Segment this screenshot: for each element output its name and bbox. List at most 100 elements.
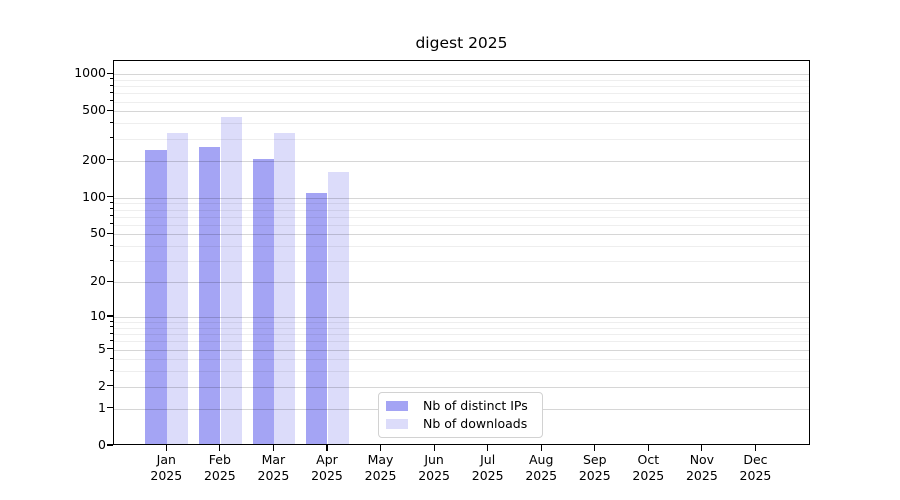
y-tick-label-1000: 1000 <box>74 65 106 81</box>
y-tick-label-0: 0 <box>98 437 106 452</box>
gridline-minor-800 <box>114 86 809 88</box>
x-tick-label-dec: Dec 2025 <box>725 452 785 483</box>
x-tick-label-jan: Jan 2025 <box>136 452 196 483</box>
y-minortick-mark-900 <box>109 78 113 80</box>
x-tick-label-aug: Aug 2025 <box>511 452 571 483</box>
y-tick-mark-2 <box>106 385 113 387</box>
legend-label-nb-of-downloads: Nb of downloads <box>423 416 528 431</box>
x-tick-mark-feb <box>219 445 221 451</box>
gridline-major-2 <box>114 386 809 388</box>
x-tick-mark-apr <box>326 445 328 451</box>
legend: Nb of distinct IPs Nb of downloads <box>378 392 543 438</box>
x-tick-mark-sep <box>594 445 596 451</box>
gridline-minor-6 <box>114 341 809 343</box>
y-tick-label-20: 20 <box>90 273 106 289</box>
y-minortick-mark-30 <box>109 259 113 261</box>
x-tick-month-sep: Sep <box>582 452 607 467</box>
gridline-major-100 <box>114 197 809 199</box>
gridline-minor-8 <box>114 327 809 329</box>
bar-nb-of-downloads-mar <box>274 132 296 444</box>
x-tick-mark-jan <box>165 445 167 451</box>
x-tick-mark-jul <box>487 445 489 451</box>
y-tick-mark-5 <box>106 347 113 350</box>
x-tick-label-jun: Jun 2025 <box>404 452 464 483</box>
legend-entry-nb-of-distinct-ips: Nb of distinct IPs <box>386 399 542 413</box>
y-minortick-mark-800 <box>109 84 113 86</box>
x-tick-year-mar: 2025 <box>257 467 290 483</box>
gridline-major-500 <box>114 111 809 113</box>
y-tick-mark-50 <box>106 232 113 235</box>
y-minortick-mark-40 <box>109 244 113 246</box>
x-tick-mark-dec <box>754 445 757 451</box>
y-tick-label-500: 500 <box>82 102 106 118</box>
bar-nb-of-distinct-ips-feb <box>198 146 221 444</box>
x-tick-month-may: May <box>367 452 394 467</box>
y-tick-label-200: 200 <box>82 151 106 167</box>
y-minortick-mark-9 <box>109 320 113 322</box>
gridline-major-50 <box>114 234 809 236</box>
x-tick-month-jul: Jul <box>480 452 496 467</box>
y-tick-mark-0 <box>106 444 113 446</box>
y-tick-mark-10 <box>106 315 113 317</box>
x-tick-label-jul: Jul 2025 <box>458 452 518 483</box>
gridline-major-20 <box>114 282 809 284</box>
bar-nb-of-distinct-ips-jan <box>145 150 167 444</box>
y-minortick-mark-80 <box>109 208 113 210</box>
y-minortick-mark-60 <box>109 223 113 225</box>
x-tick-month-mar: Mar <box>261 452 286 467</box>
y-tick-label-100: 100 <box>82 188 106 204</box>
x-tick-mark-nov <box>701 445 703 451</box>
x-tick-month-aug: Aug <box>529 452 554 467</box>
gridline-minor-80 <box>114 209 809 211</box>
chart-title: digest 2025 <box>415 34 508 52</box>
x-tick-year-oct: 2025 <box>632 467 665 483</box>
x-tick-year-sep: 2025 <box>578 467 611 483</box>
bars-layer <box>114 61 809 444</box>
gridline-minor-40 <box>114 246 809 248</box>
y-tick-mark-20 <box>106 280 113 282</box>
y-minortick-mark-4 <box>109 357 113 359</box>
y-tick-mark-100 <box>106 196 113 198</box>
x-tick-label-oct: Oct 2025 <box>618 452 678 483</box>
y-minortick-mark-8 <box>109 326 113 328</box>
y-minortick-mark-7 <box>109 332 113 334</box>
legend-swatch-nb-of-downloads <box>386 418 408 430</box>
gridline-minor-9 <box>114 322 809 324</box>
x-tick-mark-may <box>379 445 382 451</box>
y-minortick-mark-300 <box>109 137 113 139</box>
x-tick-year-aug: 2025 <box>525 467 558 483</box>
x-tick-year-jun: 2025 <box>418 467 450 483</box>
gridline-minor-90 <box>114 203 809 205</box>
x-tick-year-feb: 2025 <box>203 467 236 483</box>
gridline-minor-3 <box>114 371 809 373</box>
x-tick-mark-oct <box>647 445 649 451</box>
y-tick-label-1: 1 <box>98 399 106 415</box>
y-tick-mark-200 <box>106 159 113 161</box>
y-minortick-mark-70 <box>109 215 113 217</box>
gridline-minor-300 <box>114 138 809 140</box>
bar-nb-of-downloads-jan <box>167 132 189 444</box>
x-tick-month-oct: Oct <box>637 452 660 467</box>
bar-nb-of-distinct-ips-mar <box>252 158 274 444</box>
x-tick-label-mar: Mar 2025 <box>243 452 303 483</box>
x-tick-label-apr: Apr 2025 <box>297 452 357 483</box>
y-tick-label-10: 10 <box>90 307 106 323</box>
legend-label-nb-of-distinct-ips: Nb of distinct IPs <box>423 398 528 413</box>
x-tick-year-dec: 2025 <box>739 467 772 483</box>
x-tick-month-feb: Feb <box>208 452 231 467</box>
x-tick-month-apr: Apr <box>316 452 338 467</box>
y-minortick-mark-400 <box>109 121 113 123</box>
x-tick-month-jun: Jun <box>424 452 444 467</box>
gridline-minor-60 <box>114 224 809 226</box>
y-minortick-mark-6 <box>109 339 113 341</box>
gridline-minor-700 <box>114 93 809 95</box>
gridline-minor-600 <box>114 101 809 103</box>
x-tick-label-feb: Feb 2025 <box>190 452 250 483</box>
x-tick-label-nov: Nov 2025 <box>672 452 732 483</box>
y-minortick-mark-90 <box>109 201 113 203</box>
y-minortick-mark-3 <box>109 369 113 371</box>
gridline-minor-30 <box>114 261 809 263</box>
gridline-minor-400 <box>114 123 809 125</box>
gridline-minor-900 <box>114 79 809 81</box>
